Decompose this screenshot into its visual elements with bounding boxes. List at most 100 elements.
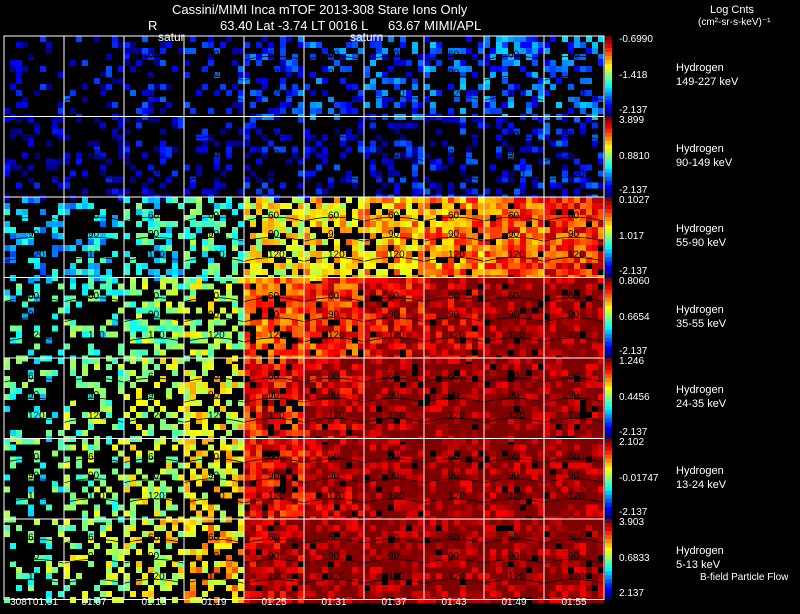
flux-pixel — [70, 498, 76, 505]
flux-pixel — [580, 233, 586, 239]
flux-pixel — [424, 337, 430, 344]
flux-pixel — [238, 456, 244, 463]
flux-pixel — [448, 358, 454, 364]
flux-pixel — [244, 456, 250, 463]
flux-pixel — [418, 66, 424, 72]
flux-pixel — [10, 337, 16, 344]
flux-pixel — [256, 474, 262, 481]
flux-pixel — [598, 277, 604, 284]
colorbar-segment — [605, 48, 612, 53]
flux-pixel — [82, 269, 88, 275]
flux-pixel — [322, 418, 328, 424]
flux-pixel — [526, 257, 532, 263]
flux-pixel — [244, 468, 250, 475]
contour-line — [303, 95, 365, 101]
flux-pixel — [418, 358, 424, 364]
flux-pixel — [496, 301, 502, 308]
flux-pixel — [172, 343, 178, 350]
flux-pixel — [190, 468, 196, 475]
flux-pixel — [340, 301, 346, 308]
flux-pixel — [376, 382, 382, 388]
flux-pixel — [232, 257, 238, 263]
flux-pixel — [214, 158, 220, 165]
flux-pixel — [112, 289, 118, 296]
flux-pixel — [328, 388, 334, 394]
flux-pixel — [250, 319, 256, 326]
contour-label: 120 — [268, 249, 285, 260]
flux-pixel — [472, 370, 478, 376]
flux-pixel — [238, 203, 244, 209]
flux-pixel — [592, 140, 598, 147]
flux-pixel — [592, 331, 598, 338]
flux-pixel — [424, 406, 430, 412]
flux-pixel — [28, 510, 34, 517]
flux-pixel — [502, 239, 508, 245]
flux-pixel — [340, 108, 346, 114]
flux-pixel — [190, 182, 196, 189]
flux-pixel — [514, 251, 520, 257]
flux-pixel — [136, 60, 142, 66]
flux-pixel — [364, 400, 370, 406]
flux-pixel — [574, 251, 580, 257]
flux-pixel — [340, 450, 346, 457]
flux-pixel — [556, 325, 562, 332]
flux-pixel — [472, 382, 478, 388]
contour-label: 120 — [148, 330, 165, 341]
flux-pixel — [520, 364, 526, 370]
flux-pixel — [442, 215, 448, 221]
flux-pixel — [406, 221, 412, 227]
flux-pixel — [136, 108, 142, 114]
flux-pixel — [220, 251, 226, 257]
flux-pixel — [352, 468, 358, 475]
flux-pixel — [394, 498, 400, 505]
flux-pixel — [202, 42, 208, 48]
flux-pixel — [424, 444, 430, 451]
flux-pixel — [58, 134, 64, 141]
flux-pixel — [274, 382, 280, 388]
flux-pixel — [226, 430, 232, 436]
flux-pixel — [592, 108, 598, 114]
flux-pixel — [514, 325, 520, 332]
flux-pixel — [256, 358, 262, 364]
flux-pixel — [304, 382, 310, 388]
flux-pixel — [388, 227, 394, 233]
flux-pixel — [358, 450, 364, 457]
flux-pixel — [532, 197, 538, 203]
flux-pixel — [448, 54, 454, 60]
flux-pixel — [532, 337, 538, 344]
colorbar-segment — [605, 160, 612, 166]
flux-pixel — [346, 486, 352, 493]
flux-pixel — [316, 269, 322, 275]
contour-line — [3, 297, 65, 303]
flux-pixel — [508, 84, 514, 90]
flux-pixel — [364, 295, 370, 302]
flux-pixel — [64, 474, 70, 481]
flux-pixel — [364, 456, 370, 463]
flux-pixel — [358, 364, 364, 370]
flux-pixel — [250, 122, 256, 129]
flux-pixel — [298, 313, 304, 320]
flux-pixel — [376, 331, 382, 338]
flux-pixel — [268, 319, 274, 326]
flux-pixel — [406, 468, 412, 475]
flux-pixel — [82, 96, 88, 102]
flux-pixel — [208, 239, 214, 245]
flux-pixel — [34, 331, 40, 338]
flux-pixel — [310, 418, 316, 424]
flux-pixel — [472, 277, 478, 284]
flux-pixel — [472, 307, 478, 314]
flux-pixel — [286, 418, 292, 424]
flux-pixel — [184, 382, 190, 388]
flux-pixel — [34, 227, 40, 233]
flux-pixel — [262, 325, 268, 332]
flux-pixel — [436, 227, 442, 233]
contour-label: 120 — [208, 491, 225, 502]
flux-pixel — [418, 498, 424, 505]
contour-line — [303, 317, 365, 323]
flux-pixel — [364, 215, 370, 221]
flux-pixel — [16, 388, 22, 394]
flux-pixel — [250, 358, 256, 364]
flux-pixel — [496, 239, 502, 245]
flux-pixel — [280, 277, 286, 284]
flux-pixel — [154, 337, 160, 344]
